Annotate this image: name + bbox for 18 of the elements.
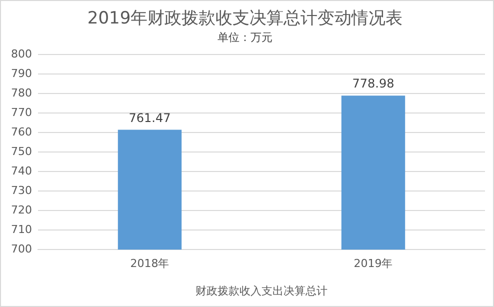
y-tick-label: 720 — [10, 203, 32, 216]
chart-subtitle: 单位：万元 — [218, 30, 272, 44]
chart-title: 2019年财政拨款收支决算总计变动情况表 — [87, 8, 403, 29]
y-tick-label: 770 — [10, 106, 32, 119]
y-tick-label: 800 — [10, 47, 32, 60]
y-tick-label: 760 — [10, 125, 32, 138]
y-tick-label: 700 — [10, 242, 32, 256]
y-tick-label: 780 — [10, 86, 32, 100]
y-tick-label: 790 — [10, 66, 32, 80]
x-tick-label: 2018年 — [130, 257, 170, 270]
y-tick-label: 710 — [10, 222, 32, 236]
y-tick-label: 730 — [10, 184, 32, 197]
y-tick-label: 740 — [10, 164, 32, 178]
x-axis-title: 财政拨款收入支出决算总计 — [196, 284, 328, 298]
y-tick-label: 750 — [10, 144, 32, 158]
data-label: 761.47 — [128, 110, 171, 125]
x-tick-label: 2019年 — [354, 257, 393, 270]
data-label: 778.98 — [352, 76, 394, 91]
